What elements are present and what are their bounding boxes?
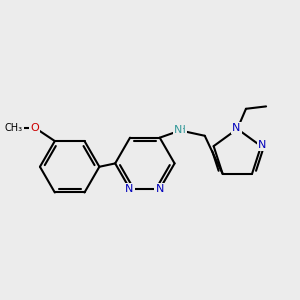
Text: N: N [258, 140, 266, 150]
Text: N: N [155, 184, 164, 194]
Text: O: O [30, 123, 39, 133]
Text: CH₃: CH₃ [4, 123, 23, 133]
Text: H: H [178, 125, 186, 135]
Text: N: N [125, 184, 134, 194]
Text: N: N [232, 123, 241, 133]
Text: N: N [174, 125, 182, 135]
